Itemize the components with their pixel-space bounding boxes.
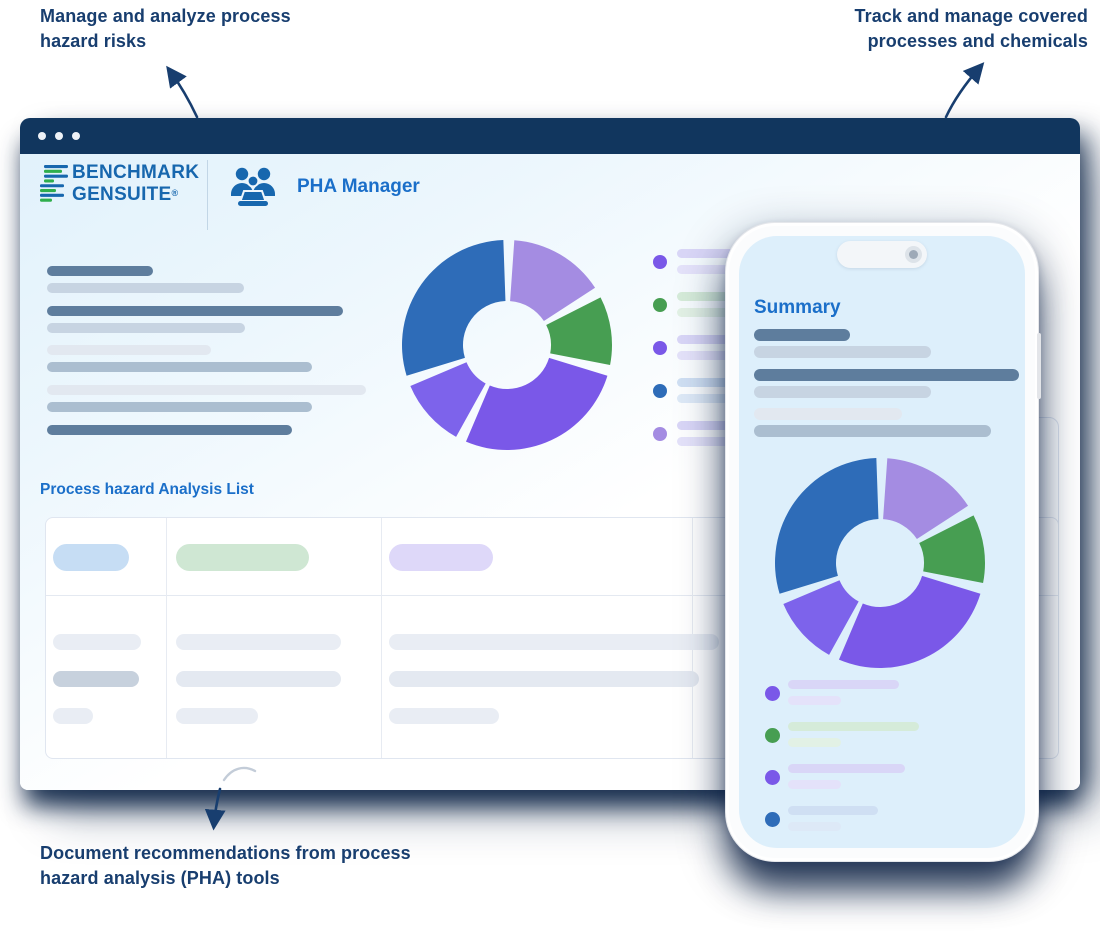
table-column-divider (166, 518, 167, 758)
arrow-bottom (204, 787, 226, 831)
text-placeholder-bar (754, 408, 902, 420)
phone-donut-chart (775, 458, 985, 668)
benchmark-gensuite-logo-icon (40, 165, 68, 202)
pha-status-donut-chart (402, 240, 612, 450)
table-cell-bar (389, 671, 699, 687)
donut-segment-blue (775, 458, 879, 594)
table-cell-bar (176, 671, 341, 687)
donut-segment-violet-large (838, 575, 981, 668)
legend-dot (653, 298, 667, 312)
donut-segment-green (546, 297, 612, 366)
table-header-pill (176, 544, 309, 571)
legend-dot (653, 384, 667, 398)
donut-segment-violet-small (410, 362, 486, 437)
legend-label-bar (788, 696, 841, 705)
app-title: PHA Manager (297, 176, 420, 197)
table-cell-bar (53, 708, 93, 724)
table-header-pill (389, 544, 493, 571)
table-cell-bar (176, 634, 341, 650)
legend-dot (765, 811, 780, 827)
logo-stripe (44, 174, 68, 178)
table-cell-bar (53, 671, 139, 687)
donut-segment-lavender (883, 458, 969, 540)
text-placeholder-bar (47, 425, 292, 435)
legend-label-bar (788, 738, 841, 747)
text-placeholder-bar (47, 362, 312, 372)
table-cell-bar (389, 634, 719, 650)
text-placeholder-bar (754, 369, 1019, 381)
phone-camera-dot (905, 246, 922, 263)
logo-stripe (40, 198, 52, 202)
legend-label-bar (788, 680, 899, 689)
header-divider (207, 160, 208, 230)
phone-notch (837, 241, 927, 268)
text-placeholder-bar (754, 346, 931, 358)
donut-segment-blue (402, 240, 506, 376)
legend-label-bar (788, 822, 841, 831)
legend-dot (653, 341, 667, 355)
window-control-dot[interactable] (72, 132, 80, 140)
text-placeholder-bar (47, 283, 244, 293)
brand-name: BENCHMARK GENSUITE® (72, 162, 199, 205)
donut-segment-violet-small (783, 580, 859, 655)
text-placeholder-bar (754, 329, 850, 341)
legend-dot (765, 727, 780, 743)
legend-dot (765, 685, 780, 701)
browser-titlebar (20, 118, 1080, 154)
arrow-top-left (166, 65, 199, 119)
legend-label-bar (788, 780, 841, 789)
text-placeholder-bar (47, 345, 211, 355)
caption-bottom: Document recommendations from process ha… (40, 843, 411, 888)
legend-label-bar (788, 722, 919, 731)
pha-list-heading: Process hazard Analysis List (40, 481, 254, 498)
phone-mockup: Summary (725, 222, 1041, 862)
text-placeholder-bar (754, 425, 991, 437)
legend-dot (765, 769, 780, 785)
phone-side-button (1037, 333, 1041, 399)
text-placeholder-bar (47, 323, 245, 333)
table-cell-bar (53, 634, 141, 650)
text-placeholder-bar (47, 385, 366, 395)
legend-label-bar (788, 764, 905, 773)
registered-mark: ® (171, 188, 179, 198)
legend-dot (653, 427, 667, 441)
logo-stripe (44, 179, 54, 183)
logo-stripe (44, 169, 62, 173)
table-header-divider (46, 595, 1058, 596)
text-placeholder-bar (754, 386, 931, 398)
pha-manager-people-icon (231, 167, 275, 206)
logo-stripe (40, 189, 56, 193)
legend-dot (653, 255, 667, 269)
table-column-divider (381, 518, 382, 758)
arrow-top-right (944, 62, 985, 119)
donut-segment-green (919, 515, 985, 584)
window-control-dot[interactable] (55, 132, 63, 140)
table-cell-bar (176, 708, 258, 724)
logo-stripe (44, 165, 68, 169)
text-placeholder-bar (47, 266, 153, 276)
text-placeholder-bar (47, 306, 343, 316)
phone-screen: Summary (739, 236, 1025, 848)
brand-line1: BENCHMARK (72, 162, 200, 183)
table-cell-bar (389, 708, 499, 724)
caption-top-right: Track and manage covered processes and c… (854, 6, 1088, 51)
caption-top-left: Manage and analyze process hazard risks (40, 6, 291, 51)
window-control-dot[interactable] (38, 132, 46, 140)
table-header-pill (53, 544, 129, 571)
brand-line2: GENSUITE® (72, 184, 179, 205)
donut-segment-violet-large (465, 357, 608, 450)
logo-stripe (40, 184, 64, 188)
text-placeholder-bar (47, 402, 312, 412)
donut-segment-lavender (510, 240, 596, 322)
legend-label-bar (788, 806, 878, 815)
logo-stripe (40, 193, 64, 197)
phone-screen-title: Summary (754, 297, 841, 318)
